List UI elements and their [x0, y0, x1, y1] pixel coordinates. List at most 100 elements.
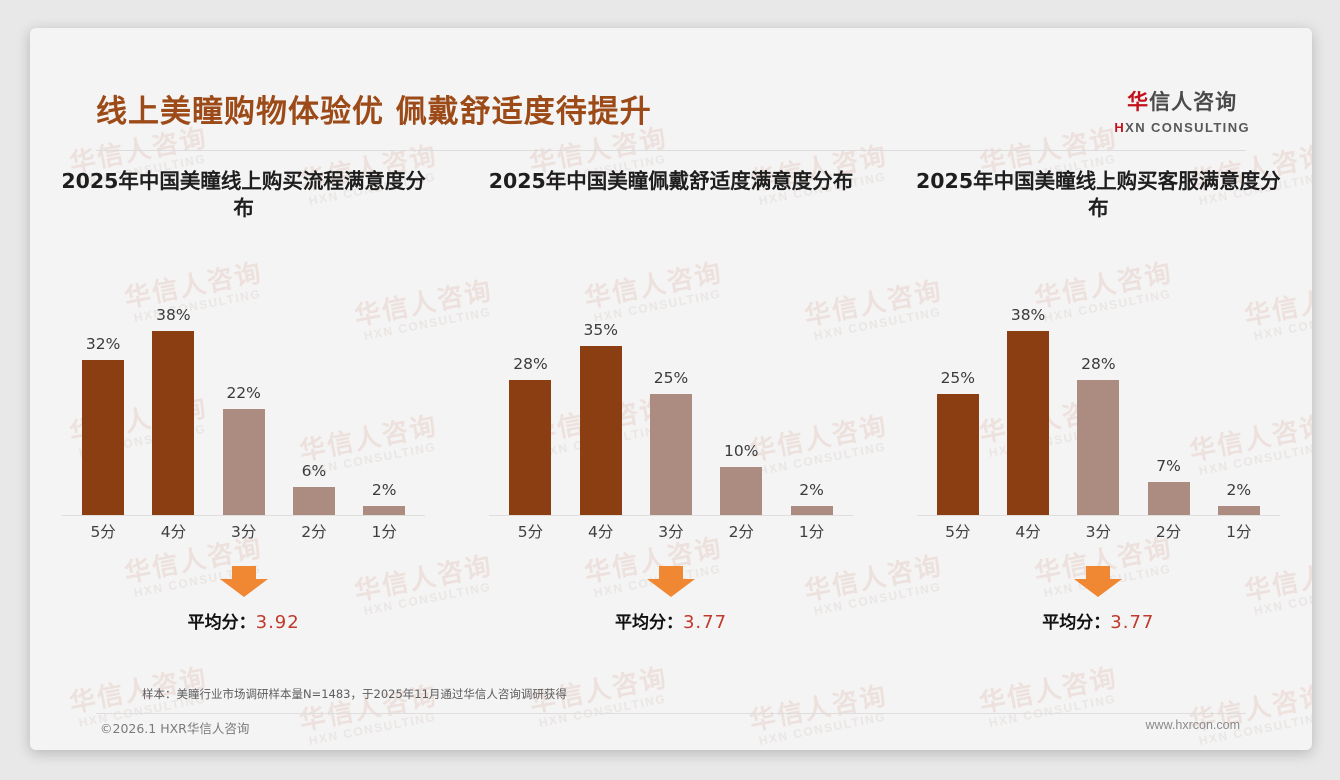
bar-chart: 28% 35% 25% 10% 2% 5分 4分 3分 2分 1分: [489, 276, 853, 544]
bar-column[interactable]: 35%: [569, 276, 632, 516]
bar-column[interactable]: 7%: [1137, 276, 1200, 516]
website-text: www.hxrcon.com: [1145, 718, 1240, 732]
bar-column[interactable]: 2%: [1207, 276, 1270, 516]
bar-chart: 32% 38% 22% 6% 2% 5分 4分 3分 2分 1分: [62, 276, 426, 544]
logo-chinese-text: 华信人咨询: [1114, 86, 1250, 116]
bar-column[interactable]: 10%: [710, 276, 773, 516]
bar-column[interactable]: 28%: [1067, 276, 1130, 516]
bar-value-label: 2%: [1226, 481, 1252, 500]
bar-value-label: 35%: [583, 320, 618, 339]
bar-group: 32% 38% 22% 6% 2%: [68, 276, 419, 516]
slide-footer: ©2026.1 HXR华信人咨询 www.hxrcon.com: [30, 718, 1312, 740]
slide-header: 线上美瞳购物体验优 佩戴舒适度待提升: [30, 28, 1312, 151]
x-axis-tick-label: 4分: [160, 523, 187, 541]
bar-column[interactable]: 25%: [926, 276, 989, 516]
average-score-value: 3.77: [682, 612, 728, 633]
bar-rect[interactable]: [292, 486, 335, 516]
footnote: 样本：美瞳行业市场调研样本量N=1483，于2025年11月通过华信人咨询调研获…: [142, 687, 567, 701]
bar-rect[interactable]: [649, 394, 692, 516]
page-title: 线上美瞳购物体验优 佩戴舒适度待提升: [96, 94, 652, 130]
arrow-wrap: [467, 566, 874, 600]
logo-en-accent: H: [1114, 120, 1126, 135]
x-axis-labels: 5分 4分 3分 2分 1分: [923, 518, 1274, 544]
arrow-wrap: [40, 566, 447, 600]
company-logo: 华信人咨询 HXN CONSULTING: [1114, 86, 1250, 135]
average-score-label: 平均分：: [1042, 613, 1111, 633]
bar-rect[interactable]: [222, 409, 265, 516]
bar-group: 25% 38% 28% 7% 2%: [923, 276, 1274, 516]
x-axis-tick-label: 4分: [588, 523, 614, 541]
chart-panel-2: 2025年中国美瞳佩戴舒适度满意度分布 28% 35% 25% 10% 2% 5分 4分 3分 2…: [457, 168, 884, 633]
x-axis-line: [62, 515, 426, 516]
bar-column[interactable]: 2%: [353, 276, 416, 516]
logo-english-text: HXN CONSULTING: [1114, 120, 1250, 135]
watermark-cn: 华信人咨询: [977, 663, 1121, 720]
slide-canvas: 华信人咨询 HXN CONSULTING 华信人咨询 HXN CONSULTING 华信…: [30, 28, 1312, 750]
x-axis-tick-label: 3分: [1085, 523, 1111, 541]
bar-rect[interactable]: [363, 506, 406, 516]
bar-value-label: 2%: [799, 481, 824, 500]
x-axis-tick-label: 2分: [728, 523, 754, 541]
down-arrow-icon: [219, 566, 268, 597]
x-axis-tick-label: 4分: [1015, 523, 1041, 541]
average-score-value: 3.77: [1110, 612, 1155, 633]
bar-column[interactable]: 25%: [639, 276, 702, 516]
x-axis-tick-label: 5分: [517, 523, 544, 541]
down-arrow-icon: [646, 566, 695, 597]
header-divider: [96, 150, 1246, 151]
bar-value-label: 6%: [301, 461, 327, 480]
x-axis-tick-label: 1分: [371, 523, 397, 541]
average-score-text: 平均分：3.77: [895, 608, 1302, 633]
bar-rect[interactable]: [1147, 481, 1190, 516]
bar-value-label: 25%: [940, 369, 976, 388]
x-axis-tick-label: 2分: [1155, 523, 1182, 541]
bar-value-label: 2%: [371, 481, 397, 500]
x-axis-tick-label: 1分: [798, 523, 825, 541]
bar-value-label: 38%: [1010, 306, 1046, 325]
average-score-text: 平均分：3.77: [467, 608, 874, 633]
average-score-block: 平均分：3.77: [467, 566, 874, 633]
bar-value-label: 10%: [724, 442, 759, 461]
bar-rect[interactable]: [152, 331, 195, 516]
average-score-value: 3.92: [255, 612, 300, 633]
bar-column[interactable]: 38%: [996, 276, 1059, 516]
x-axis-line: [916, 515, 1280, 516]
bar-value-label: 28%: [513, 354, 548, 373]
bar-rect[interactable]: [579, 345, 622, 516]
logo-cn-rest: 信人咨询: [1149, 90, 1238, 114]
bar-rect[interactable]: [1217, 506, 1260, 516]
bar-value-label: 32%: [85, 335, 121, 354]
bar-value-label: 38%: [156, 306, 191, 325]
bar-value-label: 22%: [226, 384, 261, 402]
chart-panel-3: 2025年中国美瞳线上购买客服满意度分布 25% 38% 28% 7% 2% 5分 4分 3分 2…: [885, 168, 1312, 633]
bar-column[interactable]: 6%: [282, 276, 345, 516]
average-score-text: 平均分：3.92: [40, 608, 447, 633]
average-score-label: 平均分：: [614, 613, 683, 633]
bar-rect[interactable]: [509, 379, 552, 516]
x-axis-labels: 5分 4分 3分 2分 1分: [68, 518, 419, 544]
bar-rect[interactable]: [1007, 331, 1050, 516]
x-axis-tick-label: 3分: [230, 523, 257, 541]
bar-value-label: 25%: [653, 369, 689, 388]
average-score-block: 平均分：3.77: [895, 566, 1302, 633]
bar-rect[interactable]: [82, 360, 125, 516]
bar-rect[interactable]: [1077, 379, 1120, 516]
average-score-label: 平均分：: [187, 613, 256, 633]
bar-column[interactable]: 32%: [72, 276, 135, 516]
x-axis-tick-label: 1分: [1226, 523, 1252, 541]
bar-value-label: 7%: [1156, 456, 1181, 475]
bar-rect[interactable]: [936, 394, 979, 516]
bar-column[interactable]: 22%: [212, 276, 275, 516]
bar-rect[interactable]: [720, 467, 763, 516]
copyright-text: ©2026.1 HXR华信人咨询: [100, 721, 250, 736]
bar-column[interactable]: 2%: [780, 276, 843, 516]
x-axis-labels: 5分 4分 3分 2分 1分: [495, 518, 846, 544]
bar-column[interactable]: 38%: [142, 276, 205, 516]
bar-value-label: 28%: [1081, 354, 1116, 373]
logo-cn-accent: 华: [1127, 90, 1150, 114]
bar-column[interactable]: 28%: [499, 276, 562, 516]
chart-title: 2025年中国美瞳线上购买流程满意度分布: [61, 169, 426, 220]
arrow-wrap: [895, 566, 1302, 600]
chart-title: 2025年中国美瞳线上购买客服满意度分布: [916, 169, 1281, 220]
bar-rect[interactable]: [790, 506, 833, 516]
